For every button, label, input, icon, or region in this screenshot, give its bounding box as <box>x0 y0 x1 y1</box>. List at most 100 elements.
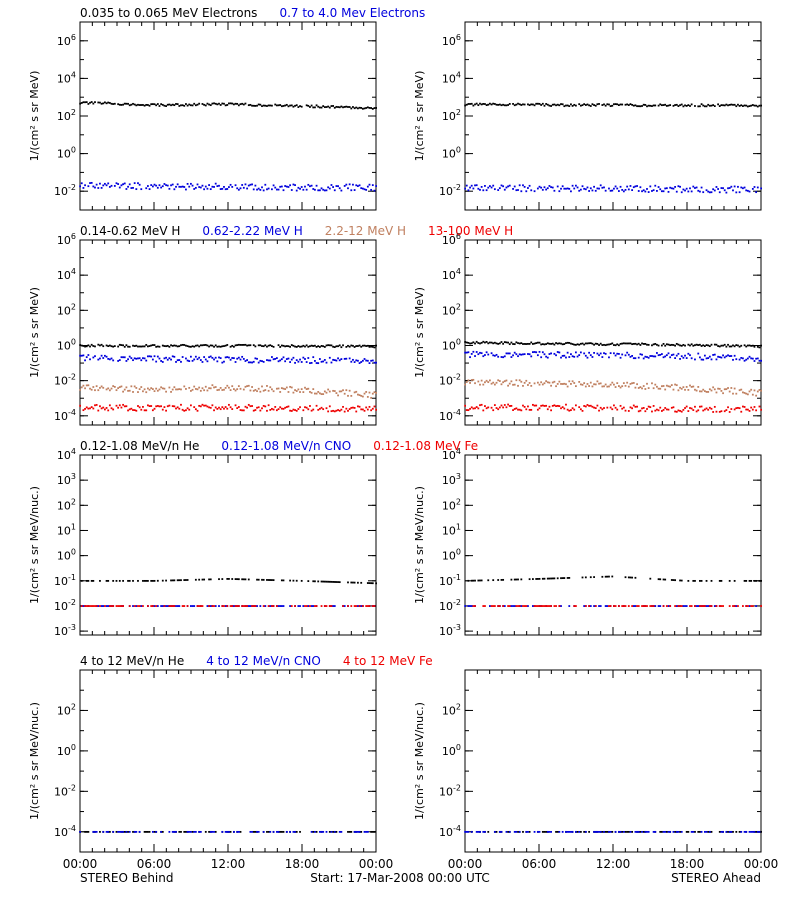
data-point-3-ahead-1 <box>750 579 753 582</box>
data-point-3-ahead-1 <box>536 578 539 580</box>
data-point-3-behind-1 <box>350 581 353 584</box>
data-point-1-behind-1 <box>191 104 194 107</box>
data-point-1-ahead-2 <box>682 188 685 191</box>
data-point-1-behind-2 <box>206 187 209 190</box>
data-point-2-behind-2 <box>118 359 121 361</box>
data-point-4-behind-2 <box>151 830 154 833</box>
data-point-2-ahead-3 <box>593 383 595 386</box>
data-point-1-behind-1 <box>275 104 278 107</box>
data-point-1-behind-2 <box>254 184 257 187</box>
data-point-1-behind-2 <box>224 188 227 191</box>
data-point-1-behind-1 <box>85 101 88 104</box>
data-point-3-behind-3 <box>168 605 171 607</box>
data-point-2-behind-1 <box>80 344 83 347</box>
data-point-2-behind-3 <box>176 388 179 391</box>
data-point-2-ahead-3 <box>508 382 511 385</box>
data-point-1-ahead-1 <box>502 103 505 106</box>
data-point-4-behind-2 <box>133 830 136 833</box>
data-point-3-ahead-3 <box>493 605 496 607</box>
data-point-2-ahead-4 <box>502 406 505 409</box>
data-point-2-behind-3 <box>317 390 320 393</box>
data-point-4-behind-2 <box>269 830 272 833</box>
data-point-2-ahead-1 <box>611 342 614 345</box>
data-point-2-behind-4 <box>353 407 356 409</box>
data-point-2-ahead-3 <box>703 390 706 393</box>
data-point-4-ahead-1 <box>487 830 490 833</box>
data-point-2-behind-3 <box>163 387 166 390</box>
data-point-1-ahead-1 <box>606 103 609 106</box>
data-point-2-ahead-3 <box>730 387 733 389</box>
data-point-3-ahead-3 <box>631 605 634 607</box>
data-point-3-behind-1 <box>357 581 359 584</box>
data-point-1-ahead-1 <box>651 105 653 107</box>
data-point-1-behind-2 <box>264 183 267 186</box>
data-point-2-ahead-4 <box>487 406 490 409</box>
data-point-1-ahead-1 <box>755 104 758 107</box>
data-point-2-ahead-3 <box>622 382 625 385</box>
data-point-2-ahead-4 <box>685 405 688 408</box>
data-point-1-ahead-2 <box>565 187 567 190</box>
data-point-3-ahead-2 <box>510 605 513 607</box>
data-point-2-ahead-1 <box>735 344 738 346</box>
data-point-2-behind-3 <box>191 388 194 391</box>
data-point-1-ahead-2 <box>712 188 715 191</box>
data-point-3-behind-3 <box>328 605 331 607</box>
data-point-1-behind-1 <box>218 102 220 105</box>
data-point-3-behind-1 <box>186 579 189 581</box>
data-point-2-ahead-1 <box>657 344 660 347</box>
data-point-1-behind-1 <box>208 103 210 106</box>
data-point-3-behind-3 <box>271 605 273 607</box>
data-point-2-ahead-1 <box>563 343 566 345</box>
data-point-2-ahead-3 <box>485 379 488 382</box>
data-point-3-behind-1 <box>292 579 295 582</box>
data-point-2-behind-3 <box>84 387 86 390</box>
data-point-1-behind-1 <box>155 104 158 107</box>
data-point-2-ahead-2 <box>536 354 539 357</box>
data-point-2-behind-3 <box>285 386 288 389</box>
data-point-1-ahead-2 <box>522 184 524 187</box>
data-point-2-behind-2 <box>204 358 207 361</box>
data-point-1-behind-2 <box>176 183 179 186</box>
data-point-1-behind-1 <box>257 103 260 106</box>
data-point-2-behind-2 <box>150 355 153 358</box>
data-point-4-behind-2 <box>353 830 356 833</box>
data-point-3-ahead-3 <box>627 605 630 607</box>
data-point-3-ahead-1 <box>634 576 637 579</box>
data-point-2-ahead-4 <box>758 405 761 408</box>
data-point-4-ahead-1 <box>543 830 546 833</box>
data-point-2-behind-2 <box>363 358 366 360</box>
data-point-2-ahead-1 <box>699 343 701 346</box>
data-point-2-behind-4 <box>128 408 131 411</box>
data-point-2-ahead-3 <box>464 383 466 386</box>
data-point-1-ahead-2 <box>613 187 615 190</box>
data-point-2-ahead-4 <box>525 408 528 411</box>
data-point-2-behind-1 <box>133 345 136 347</box>
data-point-2-behind-4 <box>254 409 257 411</box>
data-point-4-behind-1 <box>371 830 374 833</box>
data-point-3-ahead-3 <box>751 605 754 607</box>
data-point-2-behind-1 <box>145 343 148 346</box>
data-point-2-ahead-2 <box>680 355 683 358</box>
data-point-2-ahead-2 <box>642 357 645 360</box>
data-point-4-ahead-2 <box>609 830 612 833</box>
data-point-1-ahead-2 <box>497 189 500 191</box>
data-point-2-behind-3 <box>165 390 167 393</box>
data-point-1-ahead-2 <box>558 190 561 193</box>
data-point-2-behind-3 <box>143 388 146 391</box>
data-point-1-ahead-2 <box>520 190 523 193</box>
data-point-2-ahead-4 <box>561 406 564 409</box>
data-point-1-ahead-1 <box>636 105 638 108</box>
data-point-3-behind-3 <box>112 605 115 607</box>
data-point-1-behind-2 <box>79 185 81 188</box>
data-point-2-ahead-2 <box>513 351 516 354</box>
data-point-4-behind-1 <box>299 830 301 833</box>
data-point-1-ahead-2 <box>636 185 638 187</box>
data-point-4-behind-1 <box>335 830 338 833</box>
data-point-4-behind-1 <box>350 830 353 833</box>
data-point-2-ahead-3 <box>718 387 721 390</box>
data-point-3-ahead-1 <box>517 578 519 581</box>
data-point-3-behind-1 <box>170 579 172 582</box>
data-point-2-ahead-2 <box>631 355 634 357</box>
data-point-4-ahead-1 <box>522 830 524 833</box>
